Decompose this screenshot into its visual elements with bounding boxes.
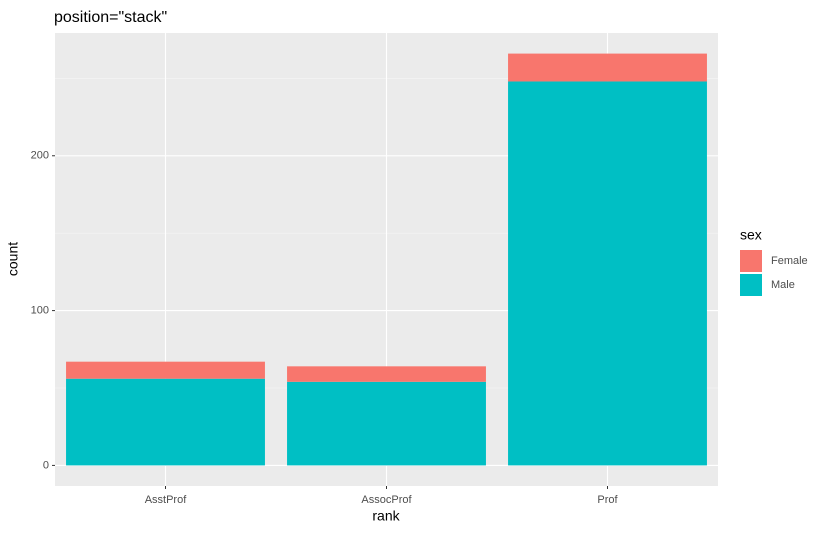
bar-segment xyxy=(287,366,486,382)
bar-segment xyxy=(508,81,707,466)
chart-title: position="stack" xyxy=(54,9,167,26)
y-tick-label: 200 xyxy=(31,150,49,162)
x-tick-label: AsstProf xyxy=(145,494,188,506)
bar-segment xyxy=(287,381,486,466)
y-tick-label: 100 xyxy=(31,304,49,316)
bar-segment xyxy=(66,361,265,379)
x-tick-label: AssocProf xyxy=(361,494,412,506)
x-axis-title: rank xyxy=(372,508,400,524)
legend-label: Male xyxy=(771,279,795,291)
legend-key xyxy=(740,250,762,272)
y-axis-title: count xyxy=(5,242,21,276)
legend-key xyxy=(740,274,762,296)
y-tick-label: 0 xyxy=(43,459,49,471)
legend-title: sex xyxy=(740,227,762,243)
bar-segment xyxy=(66,378,265,466)
x-tick-label: Prof xyxy=(597,494,618,506)
bar-segment xyxy=(508,53,707,82)
legend-label: Female xyxy=(771,255,808,267)
